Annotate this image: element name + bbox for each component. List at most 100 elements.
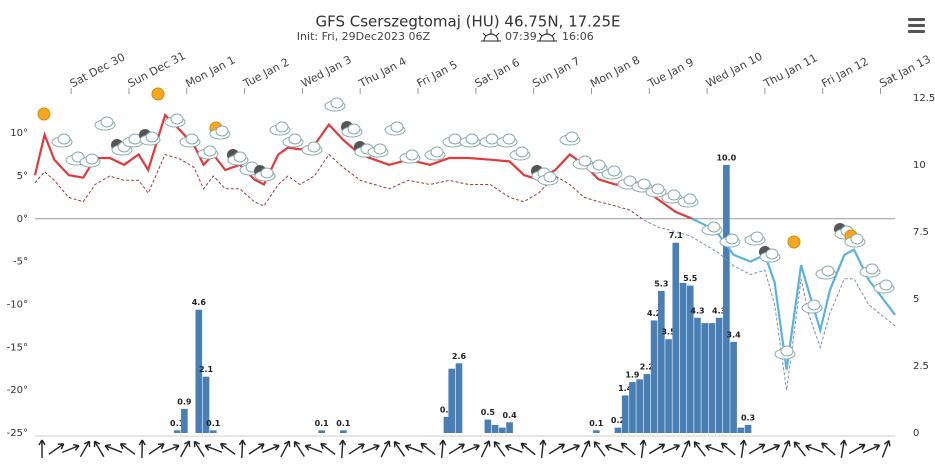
sunset-time: 16:06 bbox=[562, 30, 594, 43]
wind-head bbox=[383, 440, 391, 447]
cloud bbox=[307, 141, 321, 153]
precip-bar bbox=[636, 379, 643, 433]
precip-label: 4.3 bbox=[712, 306, 726, 315]
cloud-icon bbox=[197, 145, 219, 160]
moon-icon bbox=[111, 139, 133, 156]
wind-head bbox=[539, 439, 547, 446]
wind-shaft bbox=[180, 440, 190, 458]
wind-shaft bbox=[748, 443, 766, 455]
wind-head bbox=[358, 443, 365, 450]
wind-arrow bbox=[739, 439, 747, 459]
cloud-icon bbox=[645, 183, 667, 198]
wind-shaft bbox=[280, 440, 290, 458]
wind-arrow bbox=[93, 440, 105, 458]
sun bbox=[787, 235, 801, 249]
precip-label: 1.4 bbox=[618, 384, 633, 393]
wind-arrow bbox=[280, 440, 291, 458]
cloud bbox=[637, 178, 651, 190]
precip-bar bbox=[499, 427, 506, 433]
dew-line bbox=[641, 218, 896, 391]
cloud-icon bbox=[399, 149, 421, 164]
cloud bbox=[879, 279, 893, 291]
menu-button[interactable] bbox=[908, 18, 925, 33]
wind-head bbox=[439, 439, 447, 446]
wind-arrow bbox=[480, 440, 491, 458]
wind-shaft bbox=[440, 439, 444, 459]
cloud-icon bbox=[496, 133, 518, 148]
wind-arrow bbox=[79, 440, 91, 458]
wind-shaft bbox=[420, 442, 436, 456]
cloud bbox=[405, 149, 419, 161]
precip-bar bbox=[650, 320, 658, 433]
wind-arrow bbox=[119, 443, 136, 455]
cloud bbox=[373, 143, 387, 155]
y-tick-label: -5° bbox=[13, 257, 28, 268]
precip-bar bbox=[318, 430, 325, 433]
wind-arrow bbox=[148, 443, 165, 455]
cloud-icon bbox=[744, 231, 766, 246]
cloud-icon bbox=[661, 189, 683, 204]
precip-label: 0.6 bbox=[440, 405, 455, 414]
sunrise-time: 07:39 bbox=[505, 30, 537, 43]
wind-shaft bbox=[393, 441, 406, 457]
wind-shaft bbox=[405, 445, 423, 453]
precip-bar bbox=[737, 427, 745, 433]
cloud bbox=[390, 121, 404, 133]
wind-head bbox=[805, 444, 812, 451]
wind-shaft bbox=[480, 440, 490, 458]
sun bbox=[37, 107, 51, 121]
wind-shaft bbox=[662, 444, 680, 454]
temperature-line bbox=[33, 113, 695, 219]
precip-label: 2.2 bbox=[640, 363, 654, 372]
wind-arrow bbox=[504, 444, 523, 453]
precip-label: 0.1 bbox=[206, 419, 221, 428]
precip-label: 5.3 bbox=[654, 279, 668, 288]
cloud-icon bbox=[442, 133, 464, 148]
wind-head bbox=[393, 440, 401, 448]
cloud bbox=[750, 231, 764, 243]
precip-bar bbox=[730, 341, 737, 433]
cloud-icon bbox=[801, 299, 823, 314]
wind-shaft bbox=[605, 445, 623, 453]
wind-head bbox=[119, 443, 127, 450]
wind-shaft bbox=[104, 445, 123, 453]
precip-bar bbox=[443, 416, 451, 433]
precip-bar bbox=[592, 430, 600, 433]
cloud bbox=[515, 146, 529, 158]
wind-shaft bbox=[721, 442, 736, 456]
wind-arrow bbox=[193, 440, 205, 458]
wind-head bbox=[683, 440, 691, 447]
cloud-icon bbox=[269, 121, 291, 136]
cloud-icon bbox=[815, 265, 837, 280]
wind-shaft bbox=[79, 440, 90, 458]
wind-shaft bbox=[740, 439, 745, 459]
wind-arrow bbox=[348, 443, 365, 455]
cloud bbox=[765, 248, 779, 260]
wind-shaft bbox=[781, 440, 790, 458]
wind-arrow bbox=[393, 440, 406, 457]
wind-shaft bbox=[848, 443, 866, 455]
wind-arrow bbox=[539, 439, 547, 459]
x-tick-label: Mon Jan 1 bbox=[183, 53, 237, 90]
cloud bbox=[502, 133, 516, 145]
cloud-icon bbox=[301, 141, 323, 156]
x-tick-label: Thu Jan 11 bbox=[761, 51, 820, 90]
wind-head bbox=[883, 440, 891, 447]
precip-bar bbox=[658, 290, 665, 433]
wind-shaft bbox=[120, 443, 136, 455]
wind-arrow bbox=[762, 443, 781, 454]
cloud bbox=[780, 345, 794, 357]
x-tick-label: Sun Dec 31 bbox=[126, 49, 188, 90]
wind-arrow bbox=[493, 440, 506, 457]
cloud-icon bbox=[424, 146, 446, 161]
wind-shaft bbox=[805, 445, 823, 453]
x-tick-label: Sat Jan 13 bbox=[877, 53, 933, 91]
wind-arrow bbox=[620, 442, 636, 456]
wind-head bbox=[193, 440, 201, 448]
precip-label: 0.4 bbox=[502, 411, 517, 420]
wind-head bbox=[693, 441, 701, 448]
wind-head bbox=[658, 443, 666, 450]
y-tick-label: -10° bbox=[7, 299, 28, 310]
wind-arrow bbox=[462, 443, 480, 454]
